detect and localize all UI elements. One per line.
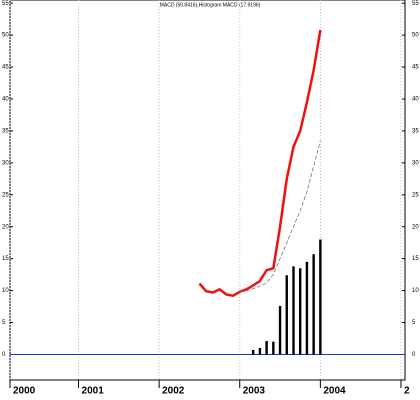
histogram-bar xyxy=(258,348,262,355)
series-line xyxy=(198,29,322,298)
y-tick-label: 30 xyxy=(2,160,9,166)
y-tick-label: 0 xyxy=(2,352,6,358)
chart-title: MACD (50.8416),Histogram MACD (17.9196) xyxy=(160,2,261,8)
series-line xyxy=(239,140,321,293)
y-tick-label-right: 40 xyxy=(412,97,419,103)
y-tick-label-right: 55 xyxy=(412,1,419,7)
x-tick-label: 2001 xyxy=(82,386,105,397)
y-tick-label: 10 xyxy=(2,288,9,294)
histogram-bar xyxy=(299,268,302,355)
x-tick-label: 2002 xyxy=(162,386,185,397)
y-tick-label: 5 xyxy=(2,320,6,326)
histogram-bar xyxy=(251,349,255,355)
y-tick-label-right: 5 xyxy=(412,320,416,326)
histogram-bar xyxy=(292,266,295,355)
x-tick-label: 2000 xyxy=(13,386,36,397)
histogram-bar xyxy=(285,275,288,355)
y-tick-label: 55 xyxy=(2,1,9,7)
y-tick-label-right: 0 xyxy=(412,352,416,358)
y-tick-label-right: 20 xyxy=(412,224,419,230)
y-tick-label-right: 10 xyxy=(412,288,419,294)
y-tick-label: 35 xyxy=(2,129,9,135)
y-tick-label: 40 xyxy=(2,97,9,103)
y-tick-label: 20 xyxy=(2,224,9,230)
y-tick-label-right: 45 xyxy=(412,65,419,71)
y-tick-label: 15 xyxy=(2,256,9,262)
histogram-bar xyxy=(312,254,315,355)
histogram-bar xyxy=(305,261,309,355)
histogram-bar xyxy=(278,305,282,355)
y-tick-label: 50 xyxy=(2,33,9,39)
y-tick-label-right: 50 xyxy=(412,33,419,39)
y-tick-label: 25 xyxy=(2,192,9,198)
x-tick-label: 2003 xyxy=(243,386,266,397)
y-tick-label-right: 30 xyxy=(412,160,419,166)
y-tick-label: 45 xyxy=(2,65,9,71)
y-tick-label-right: 15 xyxy=(412,256,419,262)
x-tick-label: 2 xyxy=(404,386,410,397)
histogram-bar xyxy=(272,341,275,355)
histogram-bar xyxy=(319,239,322,355)
y-tick-label-right: 35 xyxy=(412,129,419,135)
y-tick-label-right: 25 xyxy=(412,192,419,198)
histogram-bar xyxy=(265,341,268,355)
plot-frame xyxy=(9,0,406,381)
x-tick-label: 2004 xyxy=(323,386,346,397)
